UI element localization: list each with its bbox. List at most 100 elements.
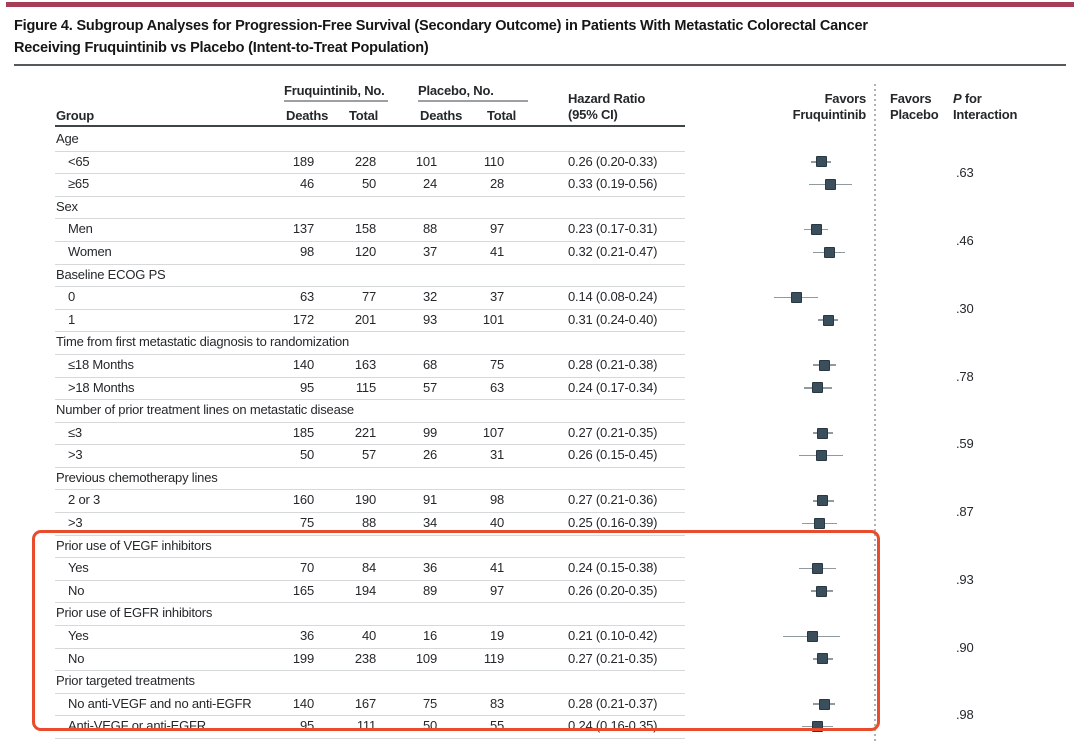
group-label: Previous chemotherapy lines <box>56 469 218 485</box>
table-row: >18 Months 95 115 57 63 0.24 (0.17-0.34) <box>55 377 685 401</box>
group-label: No anti-VEGF and no anti-EGFR <box>68 695 252 711</box>
hr-point-marker <box>818 359 830 371</box>
placebo-underline <box>418 100 528 102</box>
category-row: Age <box>55 128 685 152</box>
placebo-deaths: 93 <box>422 311 437 327</box>
category-row: Prior targeted treatments <box>55 670 685 694</box>
hr-point-marker <box>812 563 824 575</box>
table-row: >3 75 88 34 40 0.25 (0.16-0.39) <box>55 512 685 536</box>
placebo-total: 75 <box>489 356 504 372</box>
table-row: No 165 194 89 97 0.26 (0.20-0.35) <box>55 580 685 604</box>
favors-fruquintinib-label: Favors Fruquintinib <box>792 91 867 122</box>
group-label: >3 <box>68 515 83 531</box>
fruquintinib-total: 120 <box>354 243 376 259</box>
null-effect-line <box>874 84 876 741</box>
fruquintinib-total: 167 <box>354 695 376 711</box>
group-label: 0 <box>68 289 76 305</box>
col-header-deaths-fruquintinib: Deaths <box>286 108 329 123</box>
hazard-ratio-text: 0.24 (0.16-0.35) <box>568 718 658 734</box>
group-label: Prior use of EGFR inhibitors <box>56 605 213 621</box>
col-header-deaths-placebo: Deaths <box>420 108 463 123</box>
fruquintinib-deaths: 50 <box>299 447 314 463</box>
group-label: >18 Months <box>68 379 135 395</box>
table-row: 2 or 3 160 190 91 98 0.27 (0.21-0.36) <box>55 489 685 514</box>
hr-point-marker <box>815 585 827 597</box>
table-row: Women 98 120 37 41 0.32 (0.21-0.47) <box>55 241 685 265</box>
header-divider <box>55 125 685 127</box>
placebo-total: 40 <box>489 515 504 531</box>
placebo-deaths: 99 <box>422 424 437 440</box>
fruquintinib-deaths: 189 <box>292 153 314 169</box>
hr-point-marker <box>814 517 826 529</box>
placebo-deaths: 36 <box>422 560 437 576</box>
title-divider <box>14 64 1066 66</box>
fruquintinib-deaths: 63 <box>299 289 314 305</box>
fruquintinib-deaths: 140 <box>292 695 314 711</box>
table-row: No 199 238 109 119 0.27 (0.21-0.35) <box>55 648 685 672</box>
fruquintinib-deaths: 137 <box>292 221 314 237</box>
figure-title-line2: Receiving Fruquintinib vs Placebo (Inten… <box>14 40 429 56</box>
table-row: <65 189 228 101 110 0.26 (0.20-0.33) <box>55 151 685 175</box>
category-row: Number of prior treatment lines on metas… <box>55 399 685 423</box>
col-header-total-placebo: Total <box>487 108 517 123</box>
hazard-ratio-text: 0.26 (0.15-0.45) <box>568 447 658 463</box>
hr-point-marker <box>817 653 829 665</box>
fruquintinib-deaths: 36 <box>299 628 314 644</box>
group-label: ≤18 Months <box>68 356 134 372</box>
group-label: Men <box>68 221 93 237</box>
placebo-total: 31 <box>489 447 504 463</box>
group-label: Sex <box>56 198 78 214</box>
placebo-total: 83 <box>489 695 504 711</box>
fruquintinib-deaths: 199 <box>292 650 314 666</box>
p-interaction-value: .98 <box>956 707 974 723</box>
group-label: Prior use of VEGF inhibitors <box>56 537 212 553</box>
group-label: >3 <box>68 447 83 463</box>
p-interaction-value: .90 <box>956 639 974 655</box>
group-label: Time from first metastatic diagnosis to … <box>56 334 350 350</box>
group-label: ≥65 <box>68 176 89 192</box>
fruquintinib-total: 228 <box>354 153 376 169</box>
hr-point-marker <box>817 427 829 439</box>
hr-point-marker <box>818 698 830 710</box>
table-row: No anti-VEGF and no anti-EGFR 140 167 75 83 0… <box>55 693 685 717</box>
group-label: Women <box>68 243 112 259</box>
hazard-ratio-text: 0.33 (0.19-0.56) <box>568 176 658 192</box>
favors-placebo-label: Favors Placebo <box>890 91 939 122</box>
category-row: Time from first metastatic diagnosis to … <box>55 331 685 355</box>
p-italic: P <box>953 91 962 106</box>
table-row: ≤18 Months 140 163 68 75 0.28 (0.21-0.38) <box>55 354 685 378</box>
table-row: Men 137 158 88 97 0.23 (0.17-0.31) <box>55 218 685 242</box>
fruquintinib-total: 57 <box>361 447 376 463</box>
p-interaction-value: .30 <box>956 300 974 316</box>
group-label: Yes <box>68 628 89 644</box>
fruquintinib-total: 221 <box>354 424 376 440</box>
group-label: ≤3 <box>68 424 82 440</box>
group-label: Prior targeted treatments <box>56 673 195 689</box>
placebo-total: 28 <box>489 176 504 192</box>
hr-point-marker <box>823 246 835 258</box>
table-row: Yes 36 40 16 19 0.21 (0.10-0.42) <box>55 625 685 649</box>
placebo-deaths: 32 <box>422 289 437 305</box>
p-for-interaction-label: P for Interaction <box>953 91 1018 122</box>
category-row: Prior use of EGFR inhibitors <box>55 602 685 627</box>
hazard-ratio-text: 0.32 (0.21-0.47) <box>568 243 658 259</box>
hazard-ratio-text: 0.25 (0.16-0.39) <box>568 515 658 531</box>
fruquintinib-total: 194 <box>354 582 376 598</box>
hr-point-marker <box>790 291 802 303</box>
fruquintinib-total: 163 <box>354 356 376 372</box>
hazard-ratio-text: 0.31 (0.24-0.40) <box>568 311 658 327</box>
group-label: Yes <box>68 560 89 576</box>
fruquintinib-underline <box>284 100 388 102</box>
table-row: ≤3 185 221 99 107 0.27 (0.21-0.35) <box>55 422 685 446</box>
hazard-ratio-text: 0.28 (0.21-0.37) <box>568 695 658 711</box>
category-row: Sex <box>55 196 685 220</box>
category-row: Previous chemotherapy lines <box>55 467 685 491</box>
col-header-total-fruquintinib: Total <box>349 108 379 123</box>
group-label: <65 <box>68 153 90 169</box>
fruquintinib-deaths: 95 <box>299 718 314 734</box>
placebo-deaths: 24 <box>422 176 437 192</box>
placebo-deaths: 88 <box>422 221 437 237</box>
table-row: 1 172 201 93 101 0.31 (0.24-0.40) <box>55 309 685 333</box>
hazard-ratio-text: 0.26 (0.20-0.35) <box>568 582 658 598</box>
